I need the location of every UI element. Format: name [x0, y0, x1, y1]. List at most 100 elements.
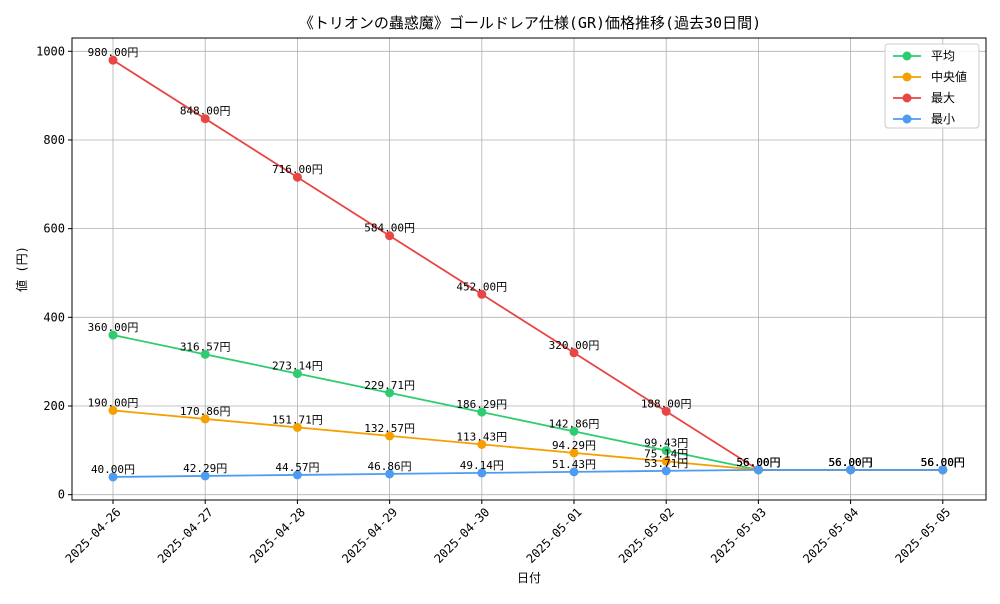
data-point	[938, 465, 948, 475]
data-point	[108, 55, 118, 65]
data-point	[385, 469, 395, 479]
data-point	[846, 465, 856, 475]
data-point	[108, 472, 118, 482]
data-point	[477, 407, 487, 417]
y-tick-label: 600	[43, 222, 65, 236]
data-point	[200, 471, 210, 481]
data-label: 56.00円	[736, 456, 780, 469]
data-label: 56.00円	[921, 456, 965, 469]
x-axis: 2025-04-26 2025-04-27 2025-04-28 2025-04-29…	[63, 500, 953, 566]
data-point	[661, 466, 671, 476]
data-label: 190.00円	[88, 396, 139, 409]
data-point	[661, 446, 671, 456]
data-point	[569, 426, 579, 436]
data-label: 273.14円	[272, 360, 323, 373]
data-label: 56.00円	[736, 456, 780, 469]
series-layer	[108, 55, 948, 482]
x-tick-label: 2025-05-05	[892, 505, 953, 566]
x-tick-label: 2025-04-30	[431, 505, 492, 566]
data-label: 56.00円	[921, 456, 965, 469]
x-tick-label: 2025-04-27	[155, 505, 216, 566]
data-label: 56.00円	[921, 456, 965, 469]
data-label: 56.00円	[921, 456, 965, 469]
data-label: 113.43円	[456, 430, 507, 443]
data-point	[477, 468, 487, 478]
data-label: 56.00円	[829, 456, 873, 469]
data-label: 56.00円	[829, 456, 873, 469]
data-label: 56.00円	[829, 456, 873, 469]
legend-entry: 最大	[931, 91, 955, 105]
data-label: 452.00円	[456, 280, 507, 293]
legend-entry: 最小	[931, 112, 955, 126]
x-tick-label: 2025-05-04	[800, 505, 861, 566]
data-label: 848.00円	[180, 105, 231, 118]
chart-title: 《トリオンの蟲惑魔》ゴールドレア仕様(GR)価格推移(過去30日間)	[299, 14, 761, 32]
data-label: 56.00円	[829, 456, 873, 469]
series-line-1	[112, 409, 943, 471]
data-label: 584.00円	[364, 222, 415, 235]
data-label: 42.29円	[183, 462, 227, 475]
x-tick-label: 2025-05-03	[708, 505, 769, 566]
data-point	[108, 405, 118, 415]
data-label: 75.14円	[644, 447, 688, 460]
legend-marker	[902, 51, 912, 61]
data-label: 170.86円	[180, 405, 231, 418]
y-tick-label: 200	[43, 399, 65, 413]
data-point	[477, 439, 487, 449]
data-point	[200, 349, 210, 359]
data-label: 188.00円	[641, 397, 692, 410]
legend-entry: 中央値	[931, 69, 967, 84]
data-label: 53.71円	[644, 457, 688, 470]
data-label: 186.29円	[456, 398, 507, 411]
data-point	[292, 172, 302, 182]
plot-frame	[71, 37, 987, 501]
x-tick-label: 2025-04-29	[339, 505, 400, 566]
data-label: 151.71円	[272, 413, 323, 426]
data-point	[292, 369, 302, 379]
data-point	[477, 289, 487, 299]
x-tick-label: 2025-04-28	[247, 505, 308, 566]
data-label: 229.71円	[364, 379, 415, 392]
legend-marker	[902, 72, 912, 82]
y-tick-label: 1000	[36, 44, 65, 58]
series-line-0	[112, 334, 943, 471]
y-tick-label: 800	[43, 133, 65, 147]
data-label: 94.29円	[552, 439, 596, 452]
grid	[72, 38, 986, 500]
data-label: 49.14円	[460, 459, 504, 472]
data-point	[200, 414, 210, 424]
legend-marker	[902, 93, 912, 103]
data-label: 316.57円	[180, 340, 231, 353]
legend-marker	[902, 114, 912, 124]
data-label: 56.00円	[736, 456, 780, 469]
data-label: 51.43円	[552, 458, 596, 471]
data-point	[753, 465, 763, 475]
data-point	[661, 456, 671, 466]
y-axis: 0 200 400 600 800 1000	[36, 44, 72, 502]
data-point	[292, 422, 302, 432]
data-label: 980.00円	[88, 46, 139, 59]
data-label: 44.57円	[275, 461, 319, 474]
series-line-3	[112, 468, 943, 478]
data-label: 132.57円	[364, 422, 415, 435]
data-point	[661, 406, 671, 416]
data-point	[569, 448, 579, 458]
x-tick-label: 2025-05-02	[616, 505, 677, 566]
y-tick-label: 0	[58, 488, 65, 502]
data-label: 40.00円	[91, 463, 135, 476]
y-axis-label: 値 (円)	[14, 246, 29, 292]
data-point	[569, 467, 579, 477]
data-point	[200, 114, 210, 124]
data-label: 99.43円	[644, 437, 688, 450]
legend-box	[884, 43, 980, 129]
data-label: 320.00円	[549, 339, 600, 352]
data-labels: 360.00円 316.57円 273.14円 229.71円 186.29円 142.8…	[88, 46, 965, 476]
data-point	[108, 330, 118, 340]
data-point	[569, 348, 579, 358]
data-label: 142.86円	[549, 417, 600, 430]
data-label: 360.00円	[88, 321, 139, 334]
data-label: 46.86円	[368, 460, 412, 473]
x-tick-label: 2025-04-26	[63, 505, 124, 566]
